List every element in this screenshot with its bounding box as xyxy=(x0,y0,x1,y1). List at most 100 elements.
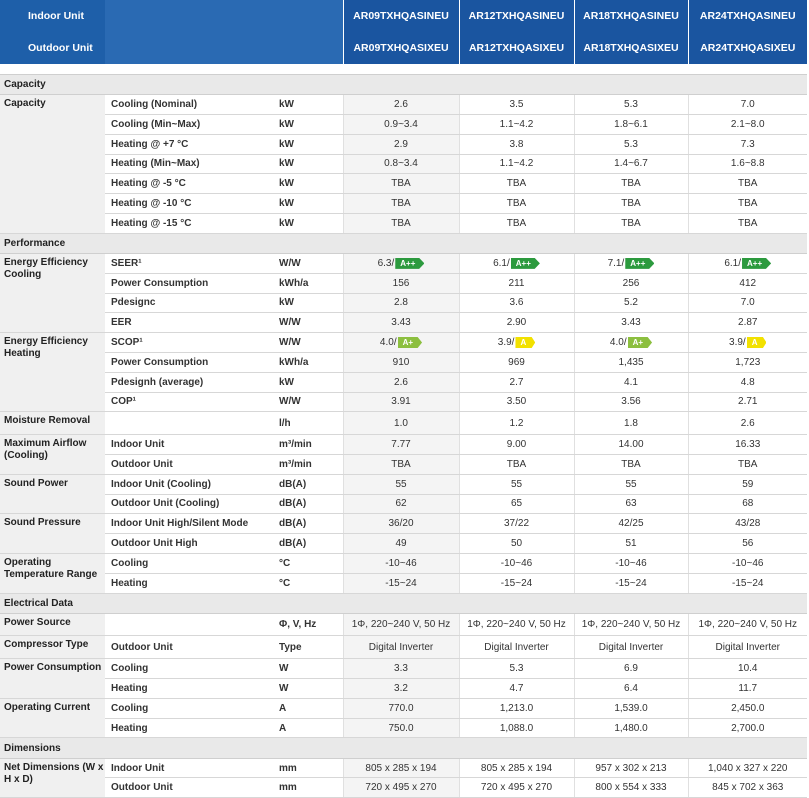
cell-value: TBA xyxy=(687,173,807,195)
row-unit: l/h xyxy=(275,411,343,436)
indoor-model: AR24TXHQASINEU xyxy=(687,0,807,32)
cell-value: 36/20 xyxy=(342,513,459,535)
cell-value: 211 xyxy=(458,273,574,294)
cell-value: 7.3 xyxy=(687,134,807,155)
cell-value: 0.8~3.4 xyxy=(342,154,459,175)
energy-rating: 6.1/A++ xyxy=(493,257,540,269)
outdoor-model: AR24TXHQASIXEU xyxy=(687,32,807,64)
group-label: Compressor Type xyxy=(0,635,105,660)
table-row: Sound Pressure Indoor Unit High/Silent Mo… xyxy=(0,513,807,554)
cell-value: 37/22 xyxy=(458,513,574,535)
cell-value: TBA xyxy=(458,213,574,234)
rating-value: 6.3/ xyxy=(377,257,395,269)
row-label: Power Consumption xyxy=(105,352,275,373)
row-label: Outdoor Unit (Cooling) xyxy=(105,494,275,515)
row-label: Outdoor Unit xyxy=(105,635,275,660)
cell-value: 1.1~4.2 xyxy=(458,154,574,175)
energy-rating: 6.1/A++ xyxy=(724,257,772,269)
row-label: Power Consumption xyxy=(105,273,275,294)
cell-value: 750.0 xyxy=(342,718,459,739)
cell-value: TBA xyxy=(342,454,459,475)
row-unit: kW xyxy=(275,134,343,155)
cell-value: TBA xyxy=(458,173,574,195)
row-label: Heating xyxy=(105,573,275,594)
row-label: Outdoor Unit xyxy=(105,454,275,475)
indoor-model: AR09TXHQASINEU xyxy=(342,0,459,32)
cell-value: 2.8 xyxy=(342,293,459,314)
cell-value: 3.5 xyxy=(458,94,574,115)
cell-value: 5.2 xyxy=(573,293,688,314)
indoor-model: AR18TXHQASINEU xyxy=(573,0,688,32)
cell-value: TBA xyxy=(342,213,459,234)
energy-class-badge: A xyxy=(746,337,767,349)
section-title: Capacity xyxy=(0,73,807,96)
cell-value: 16.33 xyxy=(687,434,807,455)
row-unit: kW xyxy=(275,193,343,214)
cell-value: 3.9/A xyxy=(458,332,574,353)
row-unit: m³/min xyxy=(275,434,343,455)
group-label: Sound Power xyxy=(0,474,105,515)
table-row: Power Source Φ, V, Hz 1Φ, 220~240 V, 50 Hz… xyxy=(0,613,807,637)
cell-value: 2.6 xyxy=(687,411,807,436)
row-label: Heating xyxy=(105,718,275,739)
cell-value: 770.0 xyxy=(342,698,459,719)
group-label: Energy Efficiency Cooling xyxy=(0,253,105,334)
row-label: Pdesignh (average) xyxy=(105,372,275,393)
cell-value: 1.1~4.2 xyxy=(458,114,574,135)
cell-value: TBA xyxy=(342,173,459,195)
cell-value: 7.0 xyxy=(687,94,807,115)
cell-value: 2.87 xyxy=(687,312,807,334)
cell-value: 55 xyxy=(458,474,574,495)
energy-rating: 3.9/A xyxy=(729,337,767,349)
energy-rating: 4.0/A+ xyxy=(380,337,423,349)
cell-value: 1.6~8.8 xyxy=(687,154,807,175)
row-unit: W xyxy=(275,678,343,699)
section-header: Capacity xyxy=(0,73,807,96)
cell-value: 49 xyxy=(342,533,459,554)
row-label: Pdesignc xyxy=(105,293,275,314)
energy-rating: 6.3/A++ xyxy=(377,257,425,269)
row-unit: A xyxy=(275,698,343,719)
rating-value: 3.9/ xyxy=(729,337,746,349)
group-label: Operating Temperature Range xyxy=(0,553,105,594)
cell-value: 6.9 xyxy=(573,658,688,680)
table-row: Power Consumption kWh/a 156 211 256 412 xyxy=(0,273,807,294)
cell-value: 6.1/A++ xyxy=(458,253,574,274)
cell-value: 42/25 xyxy=(573,513,688,535)
row-unit: kWh/a xyxy=(275,352,343,373)
row-label: Cooling (Nominal) xyxy=(105,94,275,115)
group-label: Maximum Airflow (Cooling) xyxy=(0,434,105,475)
group-label: Sound Pressure xyxy=(0,513,105,554)
row-label: Outdoor Unit xyxy=(105,777,275,798)
cell-value: 2,450.0 xyxy=(687,698,807,719)
cell-value: 805 x 285 x 194 xyxy=(342,758,459,779)
row-label: Cooling (Min~Max) xyxy=(105,114,275,135)
table-row: Pdesignc kW 2.8 3.6 5.2 7.0 xyxy=(0,293,807,314)
row-unit: mm xyxy=(275,777,343,798)
row-label: Heating xyxy=(105,678,275,699)
cell-value: 1,435 xyxy=(573,352,688,373)
cell-value: TBA xyxy=(342,193,459,214)
cell-value: 62 xyxy=(342,494,459,515)
table-row: Heating (Min~Max) kW 0.8~3.4 1.1~4.2 1.4~6.7… xyxy=(0,154,807,175)
cell-value: 2.71 xyxy=(687,392,807,413)
group-label: Capacity xyxy=(0,94,105,234)
cell-value: 51 xyxy=(573,533,688,554)
cell-value: 1Φ, 220~240 V, 50 Hz xyxy=(687,613,807,637)
table-row: Net Dimensions (W x H x D) Indoor Unit mm 8… xyxy=(0,758,807,798)
cell-value: 1Φ, 220~240 V, 50 Hz xyxy=(342,613,459,637)
row-unit: kW xyxy=(275,372,343,393)
energy-class-badge: A xyxy=(515,337,536,349)
energy-class-badge: A++ xyxy=(742,257,772,269)
cell-value: 2.9 xyxy=(342,134,459,155)
rating-value: 6.1/ xyxy=(493,257,510,269)
group-label: Net Dimensions (W x H x D) xyxy=(0,758,105,798)
row-label: EER xyxy=(105,312,275,334)
cell-value: 910 xyxy=(342,352,459,373)
cell-value: 3.9/A xyxy=(687,332,807,353)
cell-value: 156 xyxy=(342,273,459,294)
table-row: Energy Efficiency Heating SCOP¹ W/W 4.0/A+ 3… xyxy=(0,332,807,413)
section-title: Dimensions xyxy=(0,737,807,759)
outdoor-model: AR18TXHQASIXEU xyxy=(573,32,688,64)
row-unit: W/W xyxy=(275,312,343,334)
